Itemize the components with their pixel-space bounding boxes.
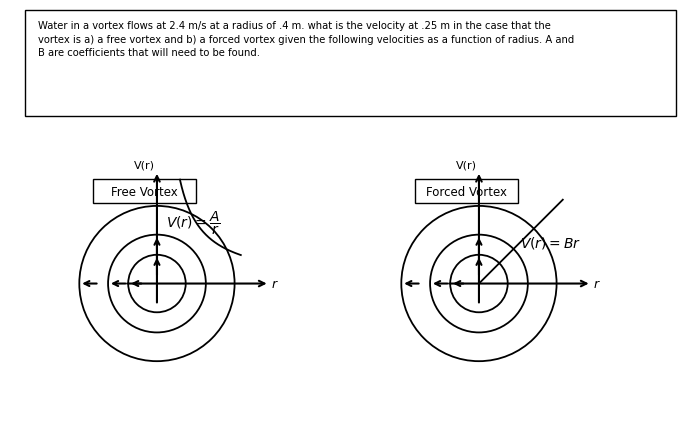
FancyBboxPatch shape (93, 180, 197, 204)
Text: Free Vortex: Free Vortex (111, 185, 178, 198)
Text: Water in a vortex flows at 2.4 m/s at a radius of .4 m. what is the velocity at : Water in a vortex flows at 2.4 m/s at a … (38, 21, 575, 58)
Text: r: r (272, 277, 277, 291)
FancyBboxPatch shape (415, 180, 519, 204)
Text: Forced Vortex: Forced Vortex (426, 185, 508, 198)
Text: V(r): V(r) (456, 160, 477, 170)
Text: $V\left(r\right)=\dfrac{A}{r}$: $V\left(r\right)=\dfrac{A}{r}$ (166, 209, 220, 236)
Text: V(r): V(r) (134, 160, 155, 170)
Text: $V\left(r\right)=Br$: $V\left(r\right)=Br$ (521, 234, 582, 250)
Text: r: r (594, 277, 599, 291)
